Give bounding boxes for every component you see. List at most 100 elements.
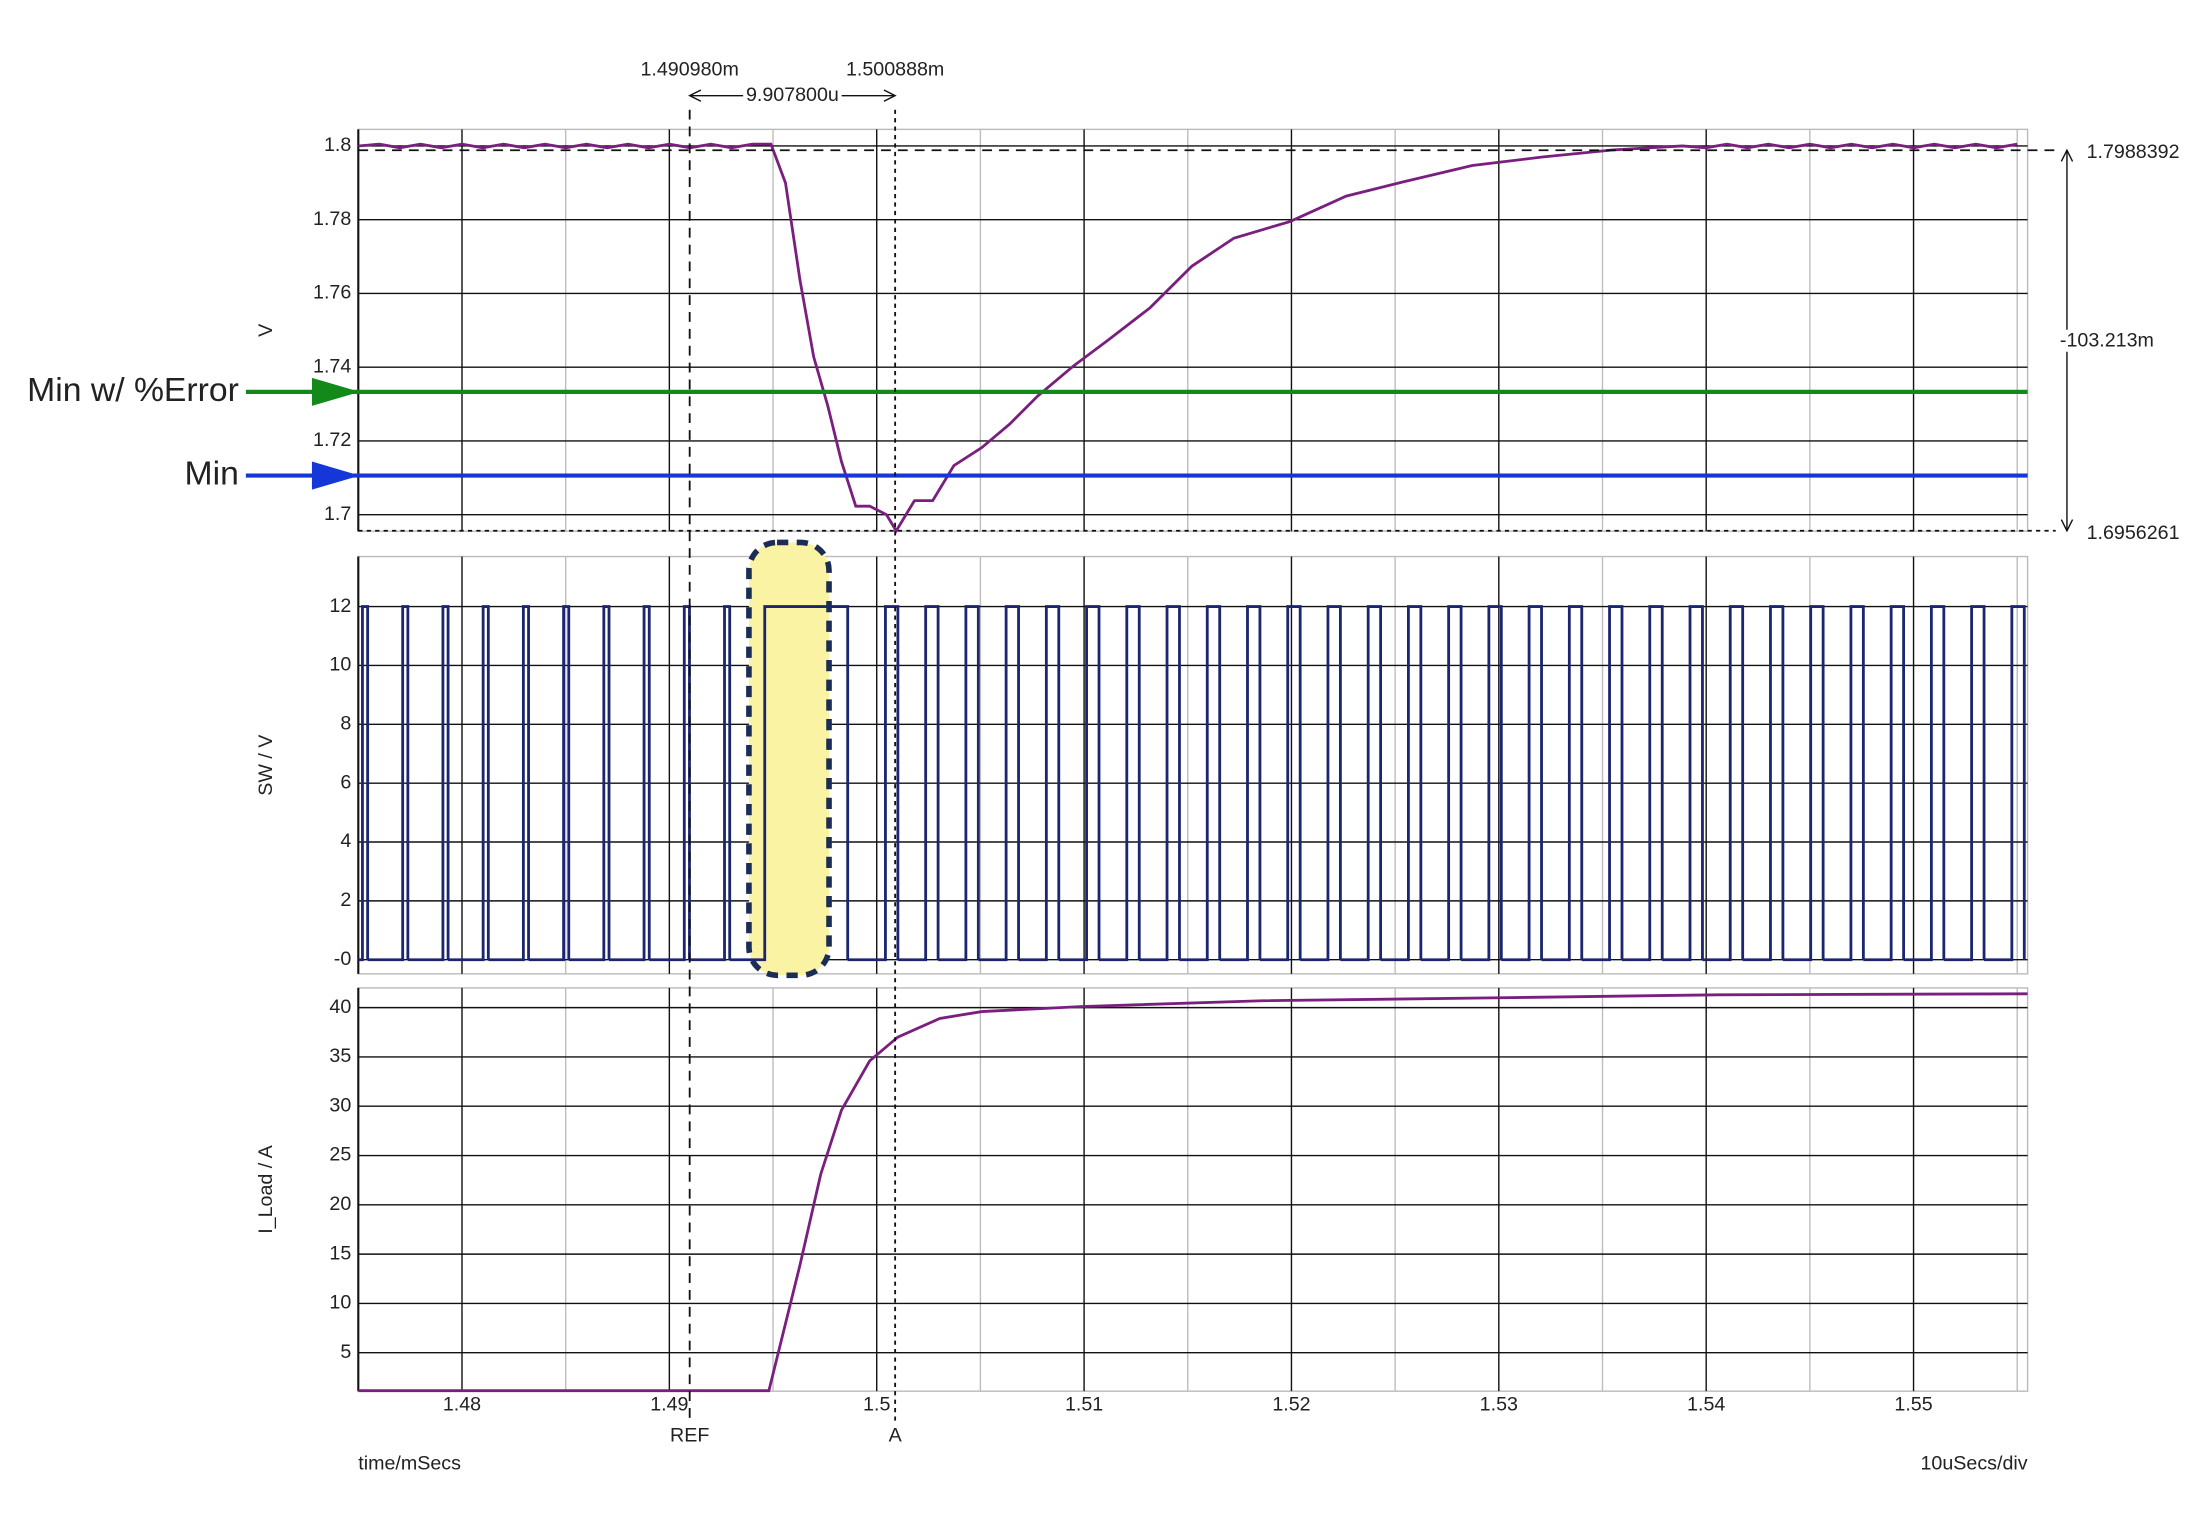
- pulse: [1018, 605, 1061, 962]
- pulse: [1259, 605, 1302, 962]
- x-tick-label: 1.5: [863, 1393, 890, 1415]
- data-layer: [245, 142, 2028, 1393]
- y-tick-label: -0: [334, 948, 352, 970]
- y-tick-label: 20: [329, 1193, 351, 1215]
- x-tick-label: 1.55: [1894, 1393, 1932, 1415]
- y-tick-label: 1.74: [313, 355, 351, 377]
- pulse: [1863, 605, 1906, 962]
- cursor-y-label: 1.7988392: [2087, 141, 2180, 163]
- label-background: [2057, 329, 2157, 352]
- reference-arrow: [311, 461, 360, 490]
- pulse: [689, 605, 732, 962]
- pulse: [897, 605, 940, 962]
- pulse: [1621, 605, 1664, 962]
- pulse: [528, 605, 571, 962]
- pulse: [938, 605, 980, 962]
- cursor-x-label: 1.500888m: [846, 59, 944, 81]
- highlight: [746, 539, 832, 979]
- y-tick-label: 8: [340, 712, 351, 734]
- cursor-y-label: 1.6956261: [2087, 522, 2180, 544]
- plot-area: [357, 555, 2029, 975]
- cursor-dx-label: 9.907800u: [746, 84, 839, 106]
- pulse: [1823, 605, 1865, 962]
- pulse: [1099, 605, 1141, 962]
- y-tick-label: 1.72: [313, 429, 351, 451]
- y-tick-label: 15: [329, 1242, 351, 1264]
- pulse: [1461, 605, 1503, 962]
- pulse: [1742, 605, 1785, 962]
- arrow-head: [688, 89, 702, 102]
- x-tick-label: 1.51: [1065, 1393, 1103, 1415]
- y-tick-label: 6: [340, 771, 351, 793]
- grid-layer: 1.7 1.72 1.74 1.76 1.78 1.8 V -0 2 4 6 8 10 12 SW / V 5…: [255, 128, 2029, 1392]
- pulse: [1541, 605, 1584, 962]
- x-scale-label: 10uSecs/div: [1921, 1452, 2028, 1474]
- pulse: [1782, 605, 1825, 962]
- y-tick-label: 25: [329, 1144, 351, 1166]
- y-tick-label: 4: [340, 830, 351, 852]
- pulse: [847, 605, 900, 962]
- pulse: [1903, 605, 1946, 962]
- label-background: [743, 83, 842, 106]
- y-tick-label: 2: [340, 889, 351, 911]
- y-axis-title: I_Load / A: [255, 1144, 277, 1233]
- y-axis-title: SW / V: [255, 734, 277, 796]
- pulse: [1662, 605, 1704, 962]
- y-tick-label: 40: [329, 996, 351, 1018]
- y-tick-label: 12: [329, 595, 351, 617]
- pulse: [729, 605, 850, 962]
- pulse: [358, 605, 370, 962]
- data-line: [358, 142, 2018, 534]
- pulse: [1581, 605, 1624, 962]
- arrow-head: [2060, 519, 2074, 533]
- pulse: [1139, 605, 1181, 962]
- pulse: [1702, 605, 1745, 962]
- y-tick-label: 30: [329, 1094, 351, 1116]
- x-tick-label: 1.49: [650, 1393, 688, 1415]
- arrow-head: [883, 89, 897, 102]
- cursor-label: REF: [670, 1424, 709, 1446]
- reference-arrow: [311, 377, 360, 406]
- reference-label: Min w/ %Error: [27, 371, 239, 409]
- pulse: [488, 605, 530, 962]
- pulse: [448, 605, 490, 962]
- pulse: [1943, 605, 1986, 962]
- y-tick-label: 1.76: [313, 282, 351, 304]
- pulse: [367, 605, 410, 962]
- pulse: [1340, 605, 1383, 962]
- pulse: [1219, 605, 1262, 962]
- plot-area: [357, 987, 2029, 1392]
- pulse: [1984, 605, 2026, 962]
- pulse: [407, 605, 450, 962]
- cursor-dy-label: -103.213m: [2060, 330, 2154, 352]
- y-tick-label: 35: [329, 1045, 351, 1067]
- y-tick-label: 10: [329, 654, 351, 676]
- data-line: [358, 992, 2028, 1393]
- y-tick-label: 5: [340, 1341, 351, 1363]
- x-tick-label: 1.48: [443, 1393, 481, 1415]
- x-tick-label: 1.52: [1272, 1393, 1310, 1415]
- reference-label: Min: [185, 454, 239, 492]
- y-axis-title: V: [255, 323, 277, 337]
- pulse: [1058, 605, 1101, 962]
- y-tick-label: 1.8: [324, 134, 351, 156]
- x-axis-title: time/mSecs: [358, 1452, 461, 1474]
- y-tick-label: 1.78: [313, 208, 351, 230]
- y-tick-label: 1.7: [324, 503, 351, 525]
- pulse: [568, 605, 611, 962]
- pulse: [1501, 605, 1543, 962]
- cursor-label: A: [889, 1424, 903, 1446]
- pulse: [1380, 605, 1423, 962]
- pulse: [1179, 605, 1222, 962]
- pulse: [1420, 605, 1463, 962]
- x-tick-label: 1.53: [1480, 1393, 1518, 1415]
- cursor-x-label: 1.490980m: [640, 59, 738, 81]
- x-tick-label: 1.54: [1687, 1393, 1725, 1415]
- arrow-head: [2060, 148, 2074, 162]
- y-tick-label: 10: [329, 1292, 351, 1314]
- pulse: [1300, 605, 1342, 962]
- pulse: [609, 605, 651, 962]
